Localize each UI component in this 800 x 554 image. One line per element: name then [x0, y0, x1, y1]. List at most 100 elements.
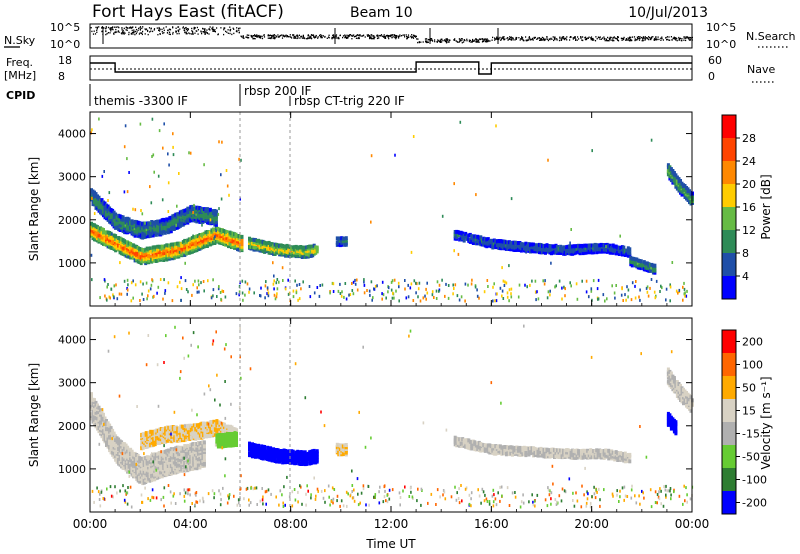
sky-sample	[195, 30, 197, 32]
sky-sample	[111, 27, 113, 29]
sky-sample	[134, 33, 136, 36]
data-cell	[645, 265, 649, 270]
sky-sample	[115, 28, 117, 31]
sky-sample	[683, 39, 685, 41]
sky-sample	[564, 38, 566, 41]
noise-cell	[682, 298, 684, 302]
sky-sample	[306, 38, 308, 40]
data-cell	[133, 458, 137, 462]
noise-cell	[646, 290, 649, 294]
noise-cell	[588, 295, 590, 299]
data-cell	[193, 237, 197, 242]
sky-sample	[561, 36, 563, 39]
data-cell	[121, 217, 125, 222]
noise-cell	[456, 294, 459, 298]
noise-cell	[218, 207, 220, 211]
noise-cell	[212, 294, 214, 298]
data-cell	[147, 221, 151, 226]
sky-sample	[603, 36, 605, 38]
noise-cell	[531, 279, 533, 283]
sky-sample	[245, 36, 247, 38]
sky-sample	[641, 40, 643, 42]
sky-sample	[159, 33, 161, 35]
noise-cell	[295, 289, 298, 293]
data-cell	[133, 231, 137, 236]
sky-sample	[386, 35, 388, 37]
noise-cell	[390, 280, 393, 284]
sky-sample	[540, 38, 542, 40]
sky-sample	[565, 37, 567, 40]
sky-sample	[321, 36, 323, 39]
sky-sample	[296, 35, 298, 37]
sky-sample	[113, 33, 115, 35]
noise-cell	[146, 297, 148, 301]
sky-sample	[669, 39, 671, 41]
sky-sample	[101, 26, 103, 28]
noise-cell	[329, 291, 331, 295]
noise-cell	[619, 234, 621, 238]
sky-sample	[441, 41, 443, 43]
noise-cell	[161, 198, 164, 202]
sky-sample	[621, 39, 623, 41]
noise-cell	[495, 124, 497, 128]
sky-sample	[212, 26, 214, 28]
noise-cell	[457, 252, 460, 256]
sky-sample	[644, 36, 646, 38]
sky-sample	[192, 33, 194, 35]
sky-sample	[298, 34, 300, 36]
noise-cell	[167, 210, 170, 213]
sky-sample	[123, 27, 125, 30]
sky-sample	[102, 27, 104, 29]
noise-cell	[501, 289, 504, 293]
noise-cell	[496, 292, 498, 296]
sky-sample	[248, 37, 250, 39]
colorbar-swatch	[722, 138, 736, 162]
sky-sample	[209, 26, 211, 28]
noise-cell	[547, 158, 549, 162]
sky-sample	[125, 26, 127, 28]
sky-sample	[636, 36, 638, 38]
sky-sample	[484, 40, 486, 43]
noise-cell	[244, 293, 246, 297]
sky-sample	[311, 37, 313, 39]
noise-cell	[415, 281, 417, 285]
sky-sample	[427, 38, 429, 41]
noise-cell	[197, 279, 200, 283]
noise-cell	[111, 214, 113, 218]
sky-sample	[559, 37, 561, 40]
sky-sample	[654, 38, 657, 41]
noise-cell	[677, 291, 679, 295]
noise-cell	[99, 296, 101, 300]
data-cell	[189, 423, 193, 428]
noise-cell	[119, 261, 121, 265]
sky-sample	[387, 34, 389, 37]
sky-sample	[258, 36, 260, 38]
noise-cell	[650, 278, 653, 281]
sky-sample	[615, 37, 617, 40]
noise-cell	[404, 287, 406, 291]
sky-sample	[96, 31, 98, 33]
sky-sample	[373, 35, 375, 37]
sky-sample	[437, 40, 440, 42]
data-cell	[193, 456, 197, 461]
data-cell	[163, 463, 167, 468]
data-cell	[94, 192, 98, 197]
data-cell	[172, 255, 176, 260]
sky-sample	[128, 27, 130, 29]
sky-sample	[402, 34, 404, 36]
data-cell	[456, 233, 460, 238]
sky-sample	[186, 30, 188, 32]
sky-sample	[446, 40, 448, 42]
sky-sample	[545, 38, 547, 40]
data-cell	[194, 434, 198, 439]
sky-sample	[179, 28, 181, 30]
noise-cell	[91, 128, 93, 132]
sky-sample	[459, 40, 461, 42]
sky-sample	[610, 36, 612, 39]
noise-cell	[570, 284, 572, 288]
sky-sample	[113, 32, 115, 34]
sky-sample	[509, 38, 511, 40]
sky-sample	[607, 39, 609, 42]
sky-sample	[242, 36, 244, 38]
